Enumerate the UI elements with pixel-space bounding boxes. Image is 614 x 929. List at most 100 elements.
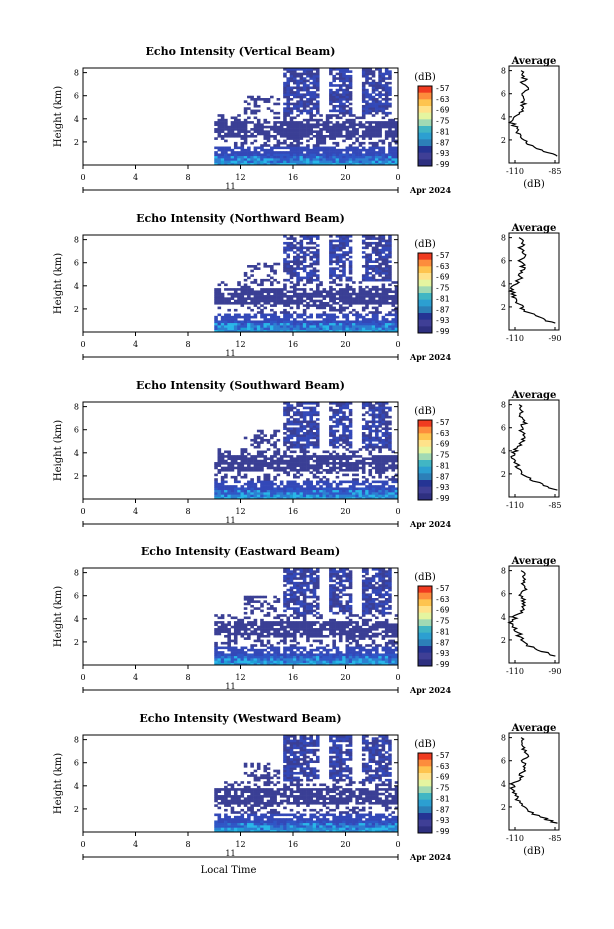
echo-cell xyxy=(260,158,264,161)
echo-cell xyxy=(381,248,386,252)
echo-cell xyxy=(302,425,307,428)
echo-cell xyxy=(375,308,379,312)
echo-cell xyxy=(325,151,330,154)
echo-cell xyxy=(345,462,350,465)
echo-cell xyxy=(302,148,307,152)
echo-cell xyxy=(329,434,333,437)
echo-cell xyxy=(276,111,281,115)
echo-cell xyxy=(299,74,304,78)
echo-cell xyxy=(384,111,389,115)
echo-cell xyxy=(214,621,218,624)
echo-cell xyxy=(289,137,294,140)
echo-cell xyxy=(260,480,264,484)
echo-cell xyxy=(361,125,366,129)
echo-cell xyxy=(338,584,343,587)
echo-cell xyxy=(375,471,379,474)
echo-cell xyxy=(243,662,248,666)
echo-cell xyxy=(260,148,264,152)
echo-cell xyxy=(365,260,369,264)
echo-cell xyxy=(342,429,346,433)
echo-cell xyxy=(309,297,313,300)
echo-cell xyxy=(237,618,241,622)
echo-cell xyxy=(381,427,386,431)
echo-cell xyxy=(214,651,218,654)
echo-cell xyxy=(361,288,366,291)
echo-cell xyxy=(263,457,268,461)
echo-cell xyxy=(345,134,350,138)
echo-cell xyxy=(273,155,277,159)
echo-cell xyxy=(352,464,356,467)
echo-cell xyxy=(365,480,369,484)
echo-cell xyxy=(378,471,382,474)
echo-cell xyxy=(375,487,379,491)
echo-cell xyxy=(286,304,291,307)
echo-cell xyxy=(365,494,369,497)
echo-cell xyxy=(306,621,310,624)
echo-cell xyxy=(243,468,248,472)
echo-cell xyxy=(293,577,297,580)
echo-cell xyxy=(273,288,277,291)
echo-cell xyxy=(332,611,336,615)
echo-cell xyxy=(388,244,392,247)
echo-cell xyxy=(381,109,386,113)
echo-cell xyxy=(293,616,297,620)
x-tick-label: 4 xyxy=(133,340,138,349)
echo-cell xyxy=(273,311,277,314)
echo-cell xyxy=(329,84,333,87)
echo-cell xyxy=(220,146,225,150)
echo-cell xyxy=(355,295,359,298)
echo-cell xyxy=(388,246,392,250)
echo-cell xyxy=(260,315,264,319)
echo-cell xyxy=(315,86,320,90)
echo-cell xyxy=(270,269,274,273)
echo-cell xyxy=(345,404,350,407)
echo-cell xyxy=(233,466,238,470)
colorbar-swatch xyxy=(418,146,432,154)
echo-cell xyxy=(217,121,222,124)
echo-cell xyxy=(312,473,317,477)
echo-cell xyxy=(247,621,251,624)
echo-cell xyxy=(332,114,336,117)
echo-cell xyxy=(319,651,323,654)
echo-cell xyxy=(302,77,307,80)
echo-cell xyxy=(273,475,277,479)
echo-cell xyxy=(378,262,382,266)
echo-cell xyxy=(342,464,346,467)
echo-cell xyxy=(247,121,251,124)
echo-cell xyxy=(302,621,307,624)
echo-cell xyxy=(381,290,386,294)
echo-cell xyxy=(358,116,363,120)
echo-cell xyxy=(348,648,353,652)
echo-cell xyxy=(299,100,304,103)
echo-cell xyxy=(302,600,307,603)
echo-cell xyxy=(342,568,346,571)
echo-cell xyxy=(233,646,238,650)
echo-cell xyxy=(371,151,376,154)
echo-cell xyxy=(260,485,264,488)
echo-cell xyxy=(217,162,222,166)
echo-cell xyxy=(325,662,330,666)
echo-cell xyxy=(342,299,346,303)
echo-cell xyxy=(309,660,313,663)
echo-cell xyxy=(361,111,366,115)
echo-cell xyxy=(322,648,327,652)
echo-cell xyxy=(322,653,327,657)
echo-cell xyxy=(388,237,392,240)
echo-cell xyxy=(306,98,310,101)
echo-cell xyxy=(332,402,336,405)
echo-cell xyxy=(243,109,248,113)
echo-cell xyxy=(312,579,317,583)
echo-cell xyxy=(391,160,396,163)
echo-cell xyxy=(342,570,346,573)
echo-cell xyxy=(309,295,313,298)
echo-cell xyxy=(381,139,386,143)
echo-cell xyxy=(233,625,238,629)
echo-cell xyxy=(322,325,327,328)
echo-cell xyxy=(253,295,258,298)
echo-cell xyxy=(315,283,320,287)
y-tick-label: 4 xyxy=(74,282,79,291)
echo-cell xyxy=(279,132,284,136)
echo-cell xyxy=(260,308,264,312)
echo-cell xyxy=(325,455,330,458)
echo-cell xyxy=(253,445,258,449)
